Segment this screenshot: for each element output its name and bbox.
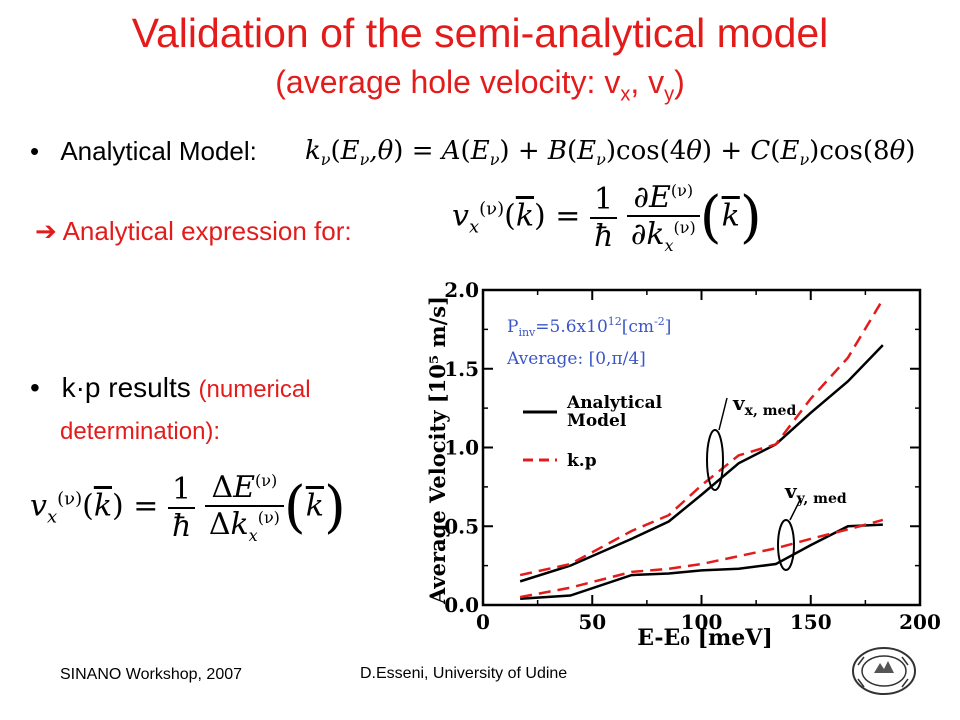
series-line-vy-analytical: [520, 523, 883, 600]
legend-label-analytical-2: Model: [567, 411, 627, 431]
average-annotation: Average: [0,π/4]: [506, 349, 646, 369]
vy-pointer-line: [789, 497, 802, 521]
bullet-2-red-1: (numerical: [198, 376, 311, 403]
bullet-2-label: k·p results: [61, 372, 191, 403]
x-tick-label: 100: [681, 610, 723, 634]
subtitle-mid: , v: [630, 64, 665, 100]
subtitle-main: (average hole velocity: v: [275, 64, 621, 100]
equation-analytical-model: kν(Eν,θ) = A(Eν) + B(Eν)cos(4θ) + C(Eν)c…: [305, 136, 916, 170]
legend-label-kp: k.p: [567, 451, 597, 471]
y-tick-label: 2.0: [444, 280, 479, 302]
series-line-vy-kp: [519, 518, 884, 599]
subtitle-sub-x: x: [620, 83, 631, 106]
series-line-vx-analytical: [519, 344, 884, 583]
x-tick-label: 50: [578, 610, 606, 634]
bullet-1-label: Analytical Model:: [60, 136, 257, 166]
y-tick-label: 0.0: [444, 593, 479, 617]
footer-event: SINANO Workshop, 2007: [60, 666, 243, 683]
legend-label-analytical-1: Analytical: [566, 393, 663, 413]
x-axis-label: E-E₀ [meV]: [637, 625, 773, 651]
series-line-vx-kp: [519, 298, 884, 577]
x-tick-label: 0: [476, 610, 490, 634]
x-tick-label: 200: [899, 610, 941, 634]
vx-curve-label: vx, med: [732, 391, 796, 419]
y-tick-label: 0.5: [444, 514, 479, 538]
y-axis-label: Average Velocity [10⁵ m/s]: [425, 296, 450, 605]
y-tick-label: 1.0: [444, 436, 479, 460]
page-title: Validation of the semi-analytical model: [131, 10, 829, 56]
bullet-2: • k·p results (numerical: [30, 372, 311, 404]
pinv-annotation: Pinv=5.6x1012[cm-2]: [507, 315, 671, 339]
subtitle-sub-y: y: [664, 83, 675, 106]
velocity-chart: 0 50 100 150 200 0.0 0.5 1.0 1.5 2.0 Pinv=5.6x101…: [425, 280, 941, 651]
bullet-dot: •: [30, 136, 40, 166]
footer-author: D.Esseni, University of Udine: [360, 665, 568, 682]
x-tick-label: 150: [790, 610, 832, 634]
page-subtitle: (average hole velocity: vx, vy): [0, 64, 960, 106]
university-seal-logo: [852, 647, 916, 695]
vx-marker-ellipse: [706, 429, 724, 491]
vx-pointer-line: [718, 397, 728, 431]
plot-frame: [481, 288, 922, 607]
analytical-expression-label: ➔ Analytical expression for:: [35, 216, 352, 246]
y-tick-label: 1.5: [444, 357, 479, 381]
bullet-2-red-2: determination):: [60, 418, 221, 445]
vy-marker-ellipse: [777, 519, 795, 571]
bullet-1: • Analytical Model:: [30, 136, 257, 167]
bullet-dot: •: [30, 372, 40, 403]
subtitle-end: ): [674, 64, 685, 100]
vy-curve-label: vy, med: [784, 479, 847, 507]
